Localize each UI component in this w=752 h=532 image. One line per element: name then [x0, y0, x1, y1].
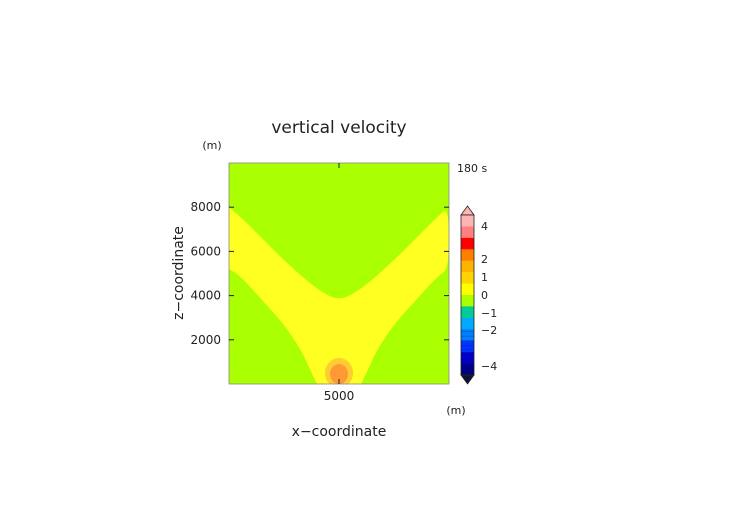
colorbar-segment: [461, 317, 474, 330]
y-unit-label: (m): [202, 139, 221, 152]
colorbar-extend-top: [460, 205, 475, 216]
colorbar-segment: [461, 363, 474, 376]
colorbar-segment: [461, 249, 474, 262]
region-warm-blob-inner: [330, 364, 348, 384]
plot-area: [228, 162, 450, 385]
colorbar-segment: [461, 352, 474, 364]
x-axis-ticks: 5000: [324, 163, 355, 403]
time-label: 180 s: [457, 162, 487, 175]
colorbar-segment: [461, 329, 474, 342]
colorbar-extend-bottom: [460, 374, 475, 385]
colorbar-segment: [461, 272, 474, 284]
y-axis-ticks: 2000 4000 6000 8000: [190, 200, 449, 347]
y-tick-label: 8000: [190, 200, 221, 214]
colorbar-segment: [461, 295, 474, 307]
chart-title: vertical velocity: [271, 118, 406, 138]
y-axis-label: z−coordinate: [171, 226, 187, 320]
colorbar-tick-label: 4: [481, 220, 488, 233]
colorbar-segment: [461, 306, 474, 319]
x-unit-label: (m): [446, 404, 465, 417]
colorbar: 4 2 1 0 −1 −2 −4: [460, 205, 497, 385]
colorbar-segment: [461, 215, 474, 227]
colorbar-frame: [460, 214, 475, 376]
colorbar-segment: [461, 260, 474, 273]
colorbar-tick-label: 1: [481, 271, 488, 284]
colorbar-segment: [461, 283, 474, 296]
colorbar-segment: [461, 226, 474, 239]
colorbar-tick-label: −2: [481, 324, 497, 337]
colorbar-tick-label: 2: [481, 253, 488, 266]
y-tick-label: 6000: [190, 244, 221, 258]
colorbar-tick-label: −4: [481, 360, 497, 373]
colorbar-tick-label: 0: [481, 289, 488, 302]
x-tick-label: 5000: [324, 389, 355, 403]
region-v-band: [229, 207, 449, 384]
colorbar-segment: [461, 237, 474, 250]
y-tick-label: 2000: [190, 333, 221, 347]
colorbar-tick-label: −1: [481, 307, 497, 320]
x-axis-label: x−coordinate: [292, 424, 387, 440]
colorbar-segment: [461, 340, 474, 353]
y-tick-label: 4000: [190, 289, 221, 303]
